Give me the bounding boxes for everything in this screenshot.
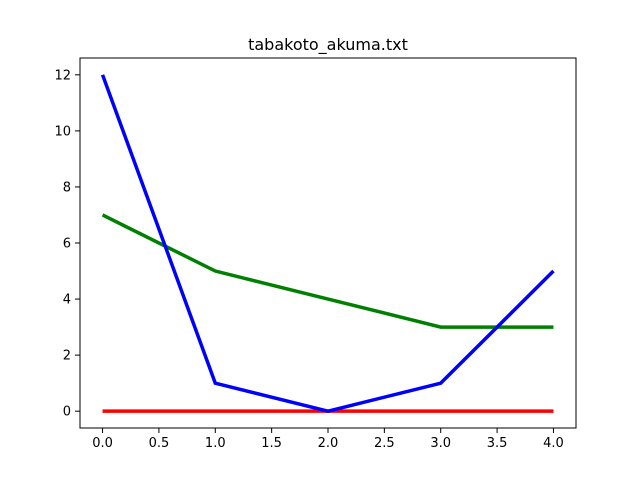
x-tick-label: 0.0 — [92, 436, 113, 451]
plot-area-frame — [79, 57, 577, 429]
y-tick-label: 12 — [54, 68, 71, 83]
y-tick-label: 0 — [63, 405, 71, 420]
series-line-1 — [101, 213, 554, 329]
y-tick-label: 6 — [63, 237, 71, 252]
y-tick-label: 10 — [54, 124, 71, 139]
series-line-2 — [100, 74, 555, 413]
y-tick-label: 4 — [63, 293, 71, 308]
x-tick-label: 0.5 — [149, 436, 170, 451]
chart-title: tabakoto_akuma.txt — [248, 35, 408, 55]
x-tick-label: 2.0 — [318, 436, 339, 451]
x-tick-label: 2.5 — [374, 436, 395, 451]
x-tick-label: 1.5 — [261, 436, 282, 451]
series-layer — [100, 74, 555, 413]
x-tick-label: 4.0 — [543, 436, 564, 451]
x-tick-label: 3.5 — [487, 436, 508, 451]
x-tick-label: 3.0 — [430, 436, 451, 451]
x-tick-label: 1.0 — [205, 436, 226, 451]
y-tick-label: 2 — [63, 349, 71, 364]
y-tick-label: 8 — [63, 180, 71, 195]
ticks-layer: 0.0 0.5 1.0 1.5 2.0 2.5 3.0 3.5 4.0 0 2 4 6 8 10 12 — [54, 68, 563, 451]
